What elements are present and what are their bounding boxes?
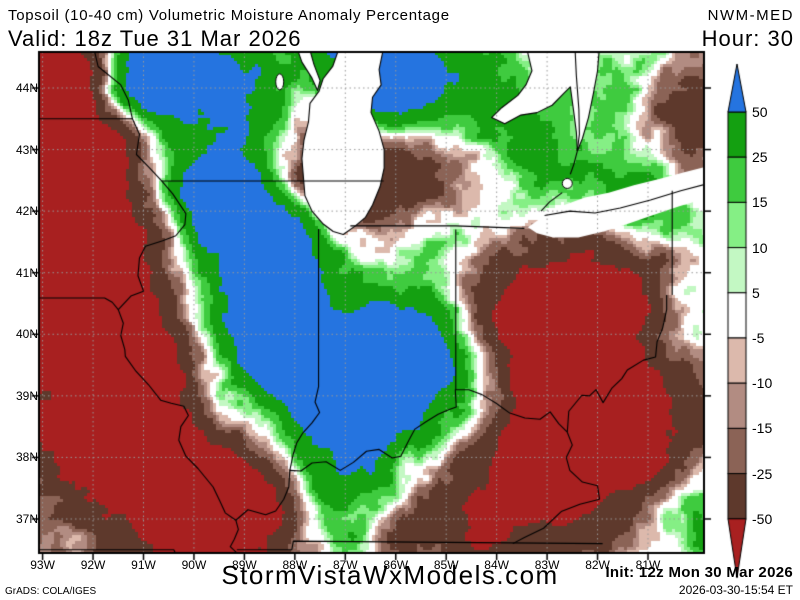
site-watermark: StormVistaWxModels.com — [221, 560, 559, 590]
grads-credit: GrADS: COLA/IGES — [5, 586, 97, 597]
valid-time: Valid: 18z Tue 31 Mar 2026 — [8, 26, 302, 51]
generated-timestamp: 2026-03-30-15:54 ET — [678, 583, 793, 597]
init-time: Init: 12z Mon 30 Mar 2026 — [605, 564, 793, 581]
map-title: Topsoil (10-40 cm) Volumetric Moisture A… — [8, 7, 450, 24]
forecast-hour: Hour: 30 — [701, 26, 794, 51]
model-name: NWM-MED — [707, 7, 794, 24]
